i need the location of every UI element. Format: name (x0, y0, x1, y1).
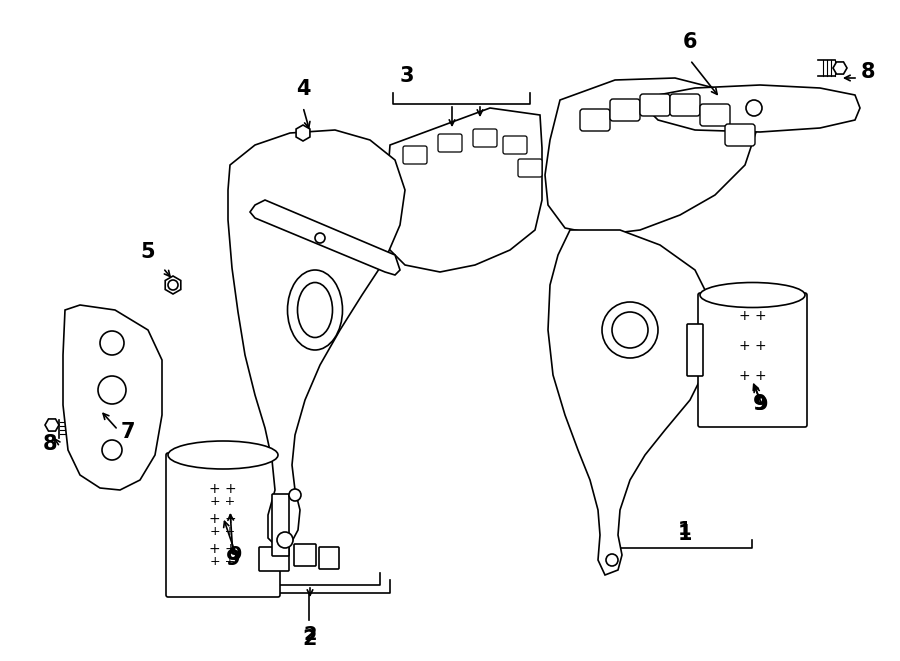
Text: 2: 2 (303, 625, 317, 644)
Text: + +: + + (739, 339, 766, 353)
Text: 9: 9 (230, 545, 243, 564)
Polygon shape (45, 419, 59, 431)
Circle shape (315, 233, 325, 243)
Ellipse shape (287, 270, 343, 350)
Polygon shape (385, 108, 542, 272)
Polygon shape (250, 200, 400, 275)
Circle shape (289, 489, 301, 501)
FancyBboxPatch shape (670, 94, 700, 116)
Text: 3: 3 (400, 66, 414, 86)
Text: 4: 4 (296, 79, 310, 99)
Text: 9: 9 (755, 395, 769, 414)
Polygon shape (228, 130, 405, 548)
Circle shape (98, 376, 126, 404)
Text: + +: + + (739, 369, 766, 383)
FancyBboxPatch shape (725, 124, 755, 146)
Circle shape (102, 440, 122, 460)
FancyBboxPatch shape (473, 129, 497, 147)
Text: 7: 7 (121, 422, 135, 442)
FancyBboxPatch shape (700, 104, 730, 126)
FancyBboxPatch shape (272, 494, 289, 556)
Text: + +: + + (211, 495, 236, 508)
Polygon shape (648, 85, 860, 132)
FancyBboxPatch shape (403, 146, 427, 164)
Circle shape (612, 312, 648, 348)
Text: 2: 2 (302, 629, 317, 649)
FancyBboxPatch shape (503, 136, 527, 154)
Text: 6: 6 (683, 32, 698, 52)
FancyBboxPatch shape (687, 324, 703, 376)
Text: + +: + + (209, 482, 237, 496)
Text: 9: 9 (752, 394, 768, 414)
FancyBboxPatch shape (166, 453, 280, 597)
Polygon shape (548, 230, 715, 575)
Circle shape (100, 331, 124, 355)
Text: + +: + + (209, 512, 237, 526)
FancyBboxPatch shape (610, 99, 640, 121)
Circle shape (277, 532, 293, 548)
Text: + +: + + (739, 309, 766, 323)
Polygon shape (545, 78, 760, 235)
FancyBboxPatch shape (294, 544, 316, 566)
Text: + +: + + (211, 525, 236, 538)
Circle shape (746, 100, 762, 116)
Text: + +: + + (209, 542, 237, 556)
FancyBboxPatch shape (259, 547, 289, 571)
Ellipse shape (168, 441, 278, 469)
Ellipse shape (700, 282, 805, 307)
Circle shape (606, 554, 618, 566)
Polygon shape (833, 62, 847, 74)
Polygon shape (166, 276, 181, 294)
FancyBboxPatch shape (518, 159, 542, 177)
FancyBboxPatch shape (580, 109, 610, 131)
Circle shape (168, 280, 178, 290)
FancyBboxPatch shape (319, 547, 339, 569)
Ellipse shape (298, 282, 332, 338)
Circle shape (602, 302, 658, 358)
Text: 8: 8 (860, 62, 875, 82)
Text: 8: 8 (43, 434, 58, 454)
Text: 1: 1 (678, 524, 692, 544)
Text: 5: 5 (140, 242, 156, 262)
Polygon shape (63, 305, 162, 490)
FancyBboxPatch shape (698, 293, 807, 427)
FancyBboxPatch shape (438, 134, 462, 152)
Polygon shape (296, 125, 310, 141)
FancyBboxPatch shape (640, 94, 670, 116)
Text: 9: 9 (226, 549, 240, 569)
Text: + +: + + (211, 555, 236, 568)
Text: 1: 1 (679, 520, 692, 539)
